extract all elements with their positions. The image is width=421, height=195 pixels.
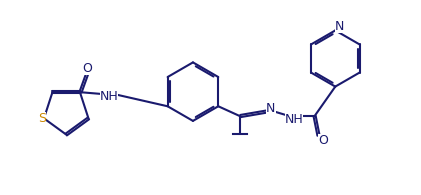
- Text: N: N: [266, 102, 276, 115]
- Text: NH: NH: [100, 90, 118, 103]
- Text: O: O: [83, 62, 93, 74]
- Text: O: O: [318, 134, 328, 147]
- Text: NH: NH: [285, 113, 303, 126]
- Text: N: N: [335, 20, 344, 33]
- Text: S: S: [38, 112, 46, 125]
